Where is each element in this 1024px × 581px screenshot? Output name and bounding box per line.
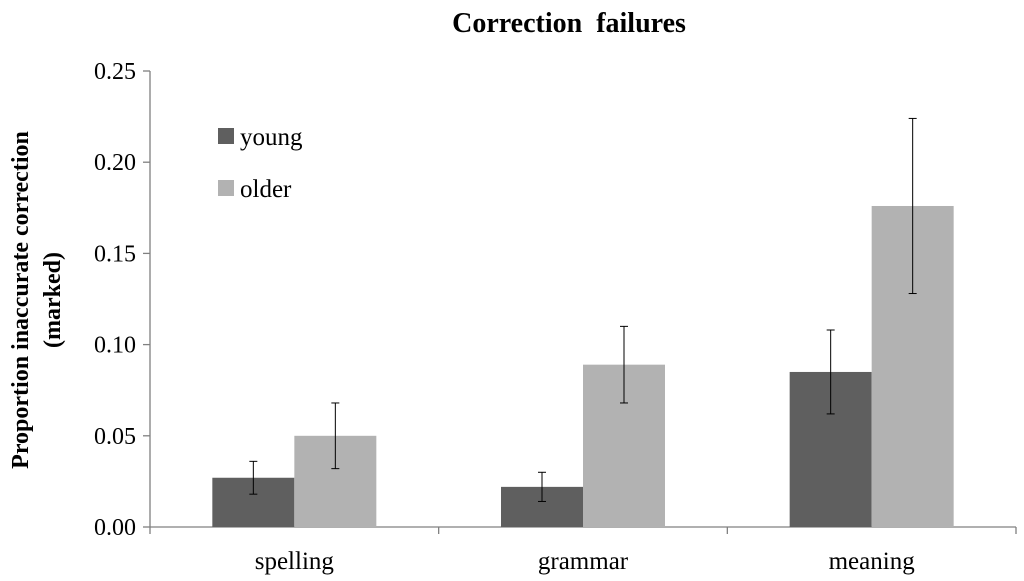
- legend-label-young: young: [240, 124, 303, 151]
- y-tick-label: 0.20: [94, 150, 136, 176]
- y-tick-label: 0.10: [94, 333, 136, 359]
- y-axis-label-line-1: Proportion inaccurate correction: [8, 131, 34, 469]
- x-category-label: meaning: [829, 548, 916, 575]
- y-tick-label: 0.15: [94, 241, 136, 267]
- legend-label-older: older: [240, 176, 292, 203]
- y-tick-label: 0.25: [94, 59, 136, 85]
- legend-swatch-older: [218, 180, 234, 196]
- plot-area: 0.00 0.05 0.10 0.15 0.20 0.25 spelling grammar m…: [94, 59, 1017, 575]
- y-axis-label: Proportion inaccurate correction (marked…: [8, 131, 66, 469]
- y-axis-label-line-2: (marked): [40, 252, 66, 348]
- x-category-label: grammar: [538, 548, 629, 575]
- y-tick-label: 0.05: [94, 424, 136, 450]
- x-category-label: spelling: [255, 548, 335, 575]
- y-tick-label: 0.00: [94, 515, 136, 541]
- legend-swatch-young: [218, 128, 234, 144]
- chart-title: Correction failures: [452, 8, 686, 39]
